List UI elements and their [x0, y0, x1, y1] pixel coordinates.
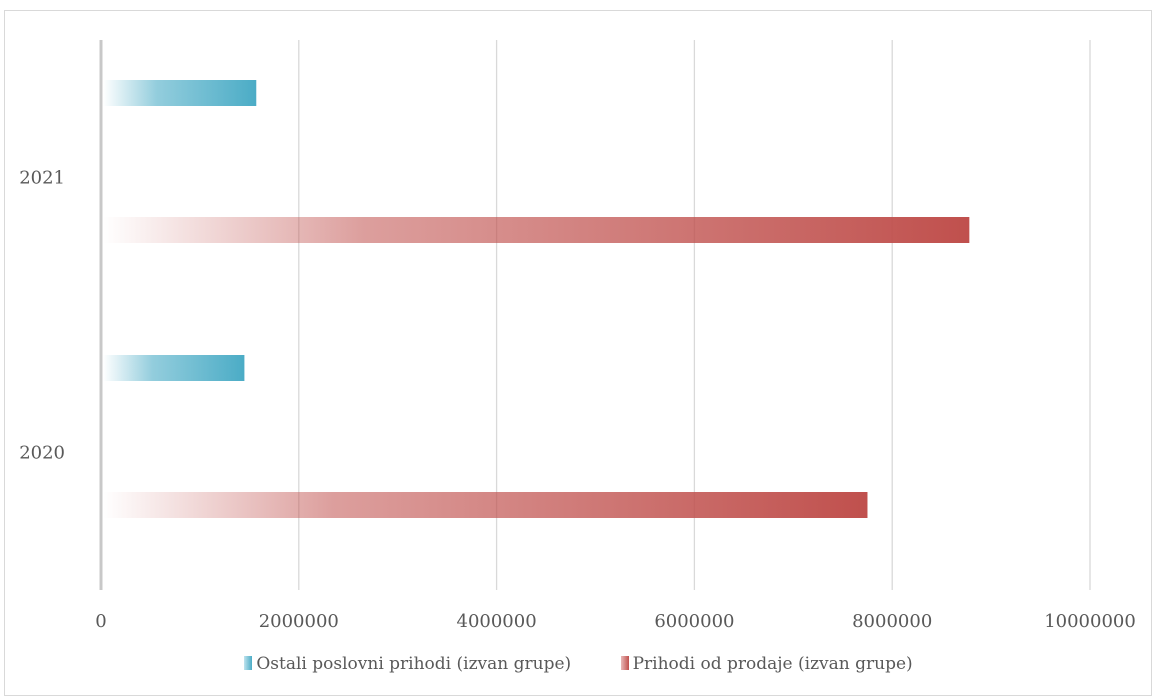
y-category-label: 2020	[19, 443, 65, 464]
y-category-label: 2021	[19, 168, 65, 189]
bar-ostali-2020	[103, 355, 245, 381]
chart-frame	[4, 10, 1152, 696]
x-tick-label: 0	[95, 611, 106, 632]
legend-item-ostali: Ostali poslovni prihodi (izvan grupe)	[244, 654, 571, 674]
y-axis-categories: 2020 2021	[19, 168, 65, 464]
bar-prihodi-2020	[103, 492, 868, 518]
legend-swatch-prihodi	[620, 656, 629, 670]
legend: Ostali poslovni prihodi (izvan grupe) Pr…	[0, 654, 1157, 674]
legend-label-prihodi: Prihodi od prodaje (izvan grupe)	[632, 654, 913, 674]
bar-prihodi-2021	[103, 217, 970, 243]
legend-label-ostali: Ostali poslovni prihodi (izvan grupe)	[256, 654, 572, 674]
x-tick-label: 10000000	[1044, 611, 1136, 632]
bars	[103, 80, 970, 518]
x-axis-ticks: 0 2000000 4000000 6000000 8000000 10000000	[95, 611, 1136, 632]
bar-ostali-2021	[103, 80, 257, 106]
x-tick-label: 8000000	[852, 611, 932, 632]
legend-item-prihodi: Prihodi od prodaje (izvan grupe)	[620, 654, 913, 674]
x-tick-label: 6000000	[654, 611, 734, 632]
legend-swatch-ostali	[244, 656, 253, 670]
x-tick-label: 2000000	[259, 611, 339, 632]
x-tick-label: 4000000	[457, 611, 537, 632]
